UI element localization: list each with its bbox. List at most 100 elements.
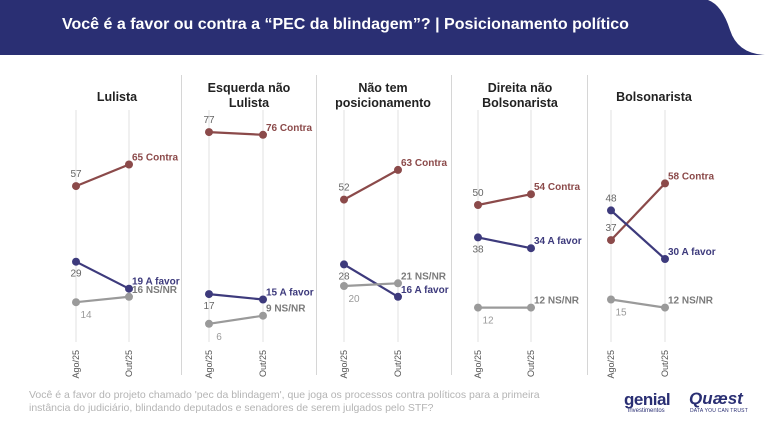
data-point-favor (72, 257, 80, 266)
data-label-end: 15 A favor (266, 288, 314, 299)
data-point-nsnr (394, 279, 402, 288)
data-label-end: 21 NS/NR (401, 271, 447, 282)
data-point-nsnr (259, 311, 267, 320)
x-tick-label: Out/25 (258, 350, 268, 377)
data-label-end: 63 Contra (401, 158, 448, 169)
data-label-start: 14 (80, 310, 92, 321)
header-bar: Você é a favor ou contra a “PEC da blind… (0, 0, 768, 55)
data-label-start: 20 (348, 294, 360, 305)
data-label-start: 38 (472, 244, 484, 255)
x-tick-label: Ago/25 (71, 350, 81, 379)
series-line-contra (343, 168, 399, 201)
data-label-start: 28 (338, 271, 350, 282)
series-line-favor (75, 260, 130, 290)
data-label-end: 16 A favor (401, 285, 449, 296)
data-point-contra (125, 160, 133, 169)
series-line-nsnr (343, 282, 399, 288)
data-point-contra (394, 165, 402, 174)
panel-title: Lulista (97, 90, 138, 104)
series-line-favor (477, 236, 532, 250)
data-point-favor (661, 255, 669, 263)
line-chart: Lulista Ago/25 Out/25 57 65 Contra 29 19 A fav… (70, 81, 716, 379)
data-point-contra (474, 201, 482, 209)
panel-divider (316, 75, 317, 375)
series-line-nsnr (208, 314, 264, 325)
data-point-nsnr (125, 292, 133, 301)
data-label-start: 37 (605, 223, 617, 234)
question-footnote: Você é a favor do projeto chamado 'pec d… (29, 389, 540, 414)
data-label-start: 12 (482, 316, 494, 327)
data-label-start: 52 (338, 183, 350, 194)
series-line-nsnr (610, 298, 666, 309)
data-label-end: 9 NS/NR (266, 304, 306, 315)
data-point-favor (607, 206, 615, 215)
data-point-nsnr (607, 295, 615, 304)
data-label-end: 12 NS/NR (534, 296, 580, 307)
data-label-start: 48 (605, 193, 617, 204)
panel-title: Direita não (488, 81, 553, 95)
x-tick-label: Out/25 (124, 350, 134, 377)
series-line-favor (343, 263, 399, 298)
data-point-nsnr (527, 303, 535, 312)
series-line-favor (610, 209, 666, 260)
data-label-end: 16 NS/NR (132, 285, 178, 296)
data-label-end: 34 A favor (534, 236, 582, 247)
panel-divider (587, 75, 588, 375)
panel-title: Bolsonarista (616, 90, 693, 104)
series-line-favor (208, 293, 264, 301)
data-label-end: 65 Contra (132, 153, 179, 164)
data-point-contra (527, 190, 535, 199)
data-label-end: 19 A favor (132, 277, 180, 288)
quaest-logo-sub: DATA YOU CAN TRUST (690, 408, 748, 414)
quaest-logo-name: Quæst (689, 389, 743, 408)
data-point-favor (205, 290, 213, 299)
data-label-end: 54 Contra (534, 182, 581, 193)
x-tick-label: Out/25 (393, 350, 403, 377)
quaest-logo: Quæst DATA YOU CAN TRUST (689, 389, 759, 414)
data-point-nsnr (72, 298, 80, 307)
x-tick-label: Ago/25 (204, 350, 214, 379)
data-point-favor (259, 295, 267, 304)
data-point-nsnr (474, 303, 482, 312)
series-line-contra (477, 193, 532, 207)
data-label-end: 12 NS/NR (668, 296, 714, 307)
data-label-start: 17 (203, 301, 215, 312)
data-point-contra (205, 128, 213, 137)
data-label-end: 58 Contra (668, 171, 715, 182)
series-line-contra (75, 163, 130, 188)
series-line-contra (208, 131, 264, 136)
data-point-favor (394, 292, 402, 301)
panel-title: Esquerda não (208, 81, 291, 95)
data-label-start: 15 (615, 308, 627, 319)
data-point-nsnr (205, 319, 213, 328)
data-point-contra (340, 195, 348, 204)
series-line-nsnr (75, 295, 130, 304)
data-point-nsnr (340, 282, 348, 290)
data-point-contra (259, 130, 267, 139)
panel-title: Bolsonarista (482, 96, 559, 110)
panel-title: posicionamento (335, 96, 431, 110)
data-point-favor (527, 244, 535, 253)
panel-title: Não tem (358, 81, 407, 95)
data-label-start: 6 (216, 332, 222, 343)
data-point-favor (340, 260, 348, 269)
x-tick-label: Ago/25 (606, 350, 616, 379)
data-point-favor (474, 233, 482, 242)
data-label-start: 50 (472, 188, 484, 199)
genial-logo: genial investimentos (624, 390, 684, 414)
panel-divider (181, 75, 182, 375)
data-point-contra (72, 182, 80, 191)
header-corner-shape (708, 0, 768, 55)
data-label-start: 77 (203, 115, 215, 126)
data-point-favor (125, 284, 133, 293)
x-tick-label: Ago/25 (339, 350, 349, 379)
x-tick-label: Out/25 (660, 350, 670, 377)
genial-logo-sub: investimentos (628, 408, 665, 414)
data-label-end: 76 Contra (266, 123, 313, 134)
panel-divider (451, 75, 452, 375)
page-title: Você é a favor ou contra a “PEC da blind… (62, 16, 629, 33)
data-label-end: 30 A favor (668, 247, 716, 258)
data-point-contra (661, 179, 669, 188)
x-tick-label: Ago/25 (473, 350, 483, 379)
x-tick-label: Out/25 (526, 350, 536, 377)
